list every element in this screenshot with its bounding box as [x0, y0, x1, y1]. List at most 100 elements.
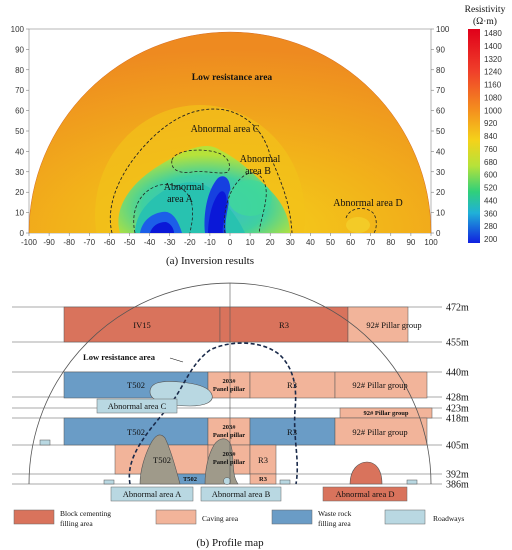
legend-swatch-waste — [271, 509, 313, 525]
profile-low-resistance-contour — [128, 342, 299, 485]
area-c-box — [96, 398, 178, 414]
y-tick-label-left: 50 — [15, 127, 24, 136]
x-tick-label: 30 — [286, 238, 295, 247]
level-label: 428m — [446, 393, 469, 404]
block-203-1 — [207, 371, 251, 399]
low-resistance-label: Low resistance area — [192, 73, 273, 83]
x-tick-label: 60 — [346, 238, 355, 247]
label-pillar-1: 92# Pillar group — [352, 380, 407, 390]
area-b-box — [200, 486, 282, 502]
x-tick-label: 100 — [424, 238, 438, 247]
area-a-label-line2: area A — [167, 194, 194, 205]
x-tick-label: -90 — [43, 238, 55, 247]
profile-area-a-label: Abnormal area A — [123, 489, 182, 499]
colorbar-tick-label: 760 — [484, 145, 498, 154]
roadway-small-bottom-1 — [103, 479, 115, 485]
x-tick-label: 50 — [326, 238, 335, 247]
legend-swatch-caving — [155, 509, 197, 525]
colorbar-ticks: 1480 1400 1320 1240 1160 1080 1000 920 840 760 680… — [484, 29, 502, 244]
y-tick-label-left: 40 — [15, 147, 24, 156]
y-tick-label-left: 80 — [15, 66, 24, 75]
y-tick-label-right: 0 — [436, 229, 441, 238]
level-label: 386m — [446, 480, 469, 491]
colorbar-tick-label: 440 — [484, 196, 498, 205]
x-tick-label: 70 — [366, 238, 375, 247]
label-pillar-small: 92# Pillar group — [364, 410, 409, 417]
area-a-label-line1: Abnormal — [164, 182, 205, 193]
profile-panel: IV15 R3 92# Pillar group T502 203# Panel… — [12, 282, 469, 549]
block-r3-1 — [249, 371, 336, 399]
colorbar-tick-label: 1240 — [484, 68, 502, 77]
colorbar-tick-label: 200 — [484, 235, 498, 244]
colorbar — [468, 29, 480, 243]
contour-area-d — [345, 208, 377, 234]
roadway-small-left — [39, 439, 51, 446]
label-r3-1: R3 — [287, 380, 297, 390]
caption-b: (b) Profile map — [196, 537, 264, 549]
label-t502-2: T502 — [127, 427, 145, 437]
low-resistance-pointer — [169, 357, 184, 363]
label-r3-4: R3 — [259, 476, 268, 483]
colorbar-tick-label: 1320 — [484, 55, 502, 64]
level-label: 472m — [446, 303, 469, 314]
colorbar-tick-label: 1000 — [484, 106, 502, 115]
roadway-small-bottom-2 — [279, 479, 291, 485]
legend-waste-1: Waste rock — [318, 509, 352, 518]
colorbar-unit: (Ω·m) — [473, 16, 497, 27]
colorbar-tick-label: 1080 — [484, 93, 502, 102]
anomaly-d-shape — [349, 461, 383, 485]
contour-area-a — [133, 183, 193, 234]
label-203-3a: 203# — [223, 451, 237, 458]
y-tick-label-right: 80 — [436, 66, 445, 75]
level-label: 423m — [446, 404, 469, 415]
colorbar-tick-label: 680 — [484, 158, 498, 167]
anomaly-a-shape — [139, 434, 181, 485]
x-tick-label: -10 — [204, 238, 216, 247]
profile-area-b-label: Abnormal area B — [212, 489, 271, 499]
x-tick-label: -60 — [104, 238, 116, 247]
x-tick-label: -40 — [144, 238, 156, 247]
colorbar-title: Resistivity — [465, 5, 506, 15]
legend-roadways: Roadways — [433, 514, 464, 523]
label-t502-1: T502 — [127, 380, 145, 390]
label-r3-3: R3 — [258, 455, 268, 465]
level-label: 455m — [446, 338, 469, 349]
area-a-box — [110, 486, 194, 502]
level-label: 392m — [446, 470, 469, 481]
label-203-2b: Panel pillar — [213, 432, 245, 439]
profile-low-resistance-label: Low resistance area — [83, 352, 156, 362]
legend-cementing-1: Block cementing — [60, 509, 111, 518]
x-tick-label: -20 — [184, 238, 196, 247]
colorbar-tick-label: 520 — [484, 184, 498, 193]
roadway-small-bottom-3 — [406, 479, 418, 485]
y-tick-label-left: 0 — [20, 229, 25, 238]
area-b-label-line1: Abnormal — [240, 154, 281, 165]
contour-area-c — [171, 149, 230, 174]
colorbar-tick-label: 1480 — [484, 29, 502, 38]
x-tick-label: -70 — [84, 238, 96, 247]
x-tick-label: -100 — [21, 238, 38, 247]
y-tick-label-right: 40 — [436, 147, 445, 156]
label-t502-4: T502 — [183, 476, 197, 483]
y-tick-label-left: 70 — [15, 86, 24, 95]
x-tick-label: -30 — [164, 238, 176, 247]
y-tick-label-right: 90 — [436, 45, 445, 54]
y-tick-label-right: 10 — [436, 209, 445, 218]
low-resistance-contour — [109, 108, 293, 234]
block-pillar-top — [347, 306, 409, 343]
y-tick-label-left: 20 — [15, 188, 24, 197]
y-tick-label-right: 100 — [436, 25, 450, 34]
block-r3-3 — [249, 444, 277, 475]
x-tick-label: 0 — [228, 238, 233, 247]
x-tick-label: 40 — [306, 238, 315, 247]
colorbar-tick-label: 1160 — [484, 81, 502, 90]
x-tick-label: -80 — [63, 238, 75, 247]
label-203-1b: Panel pillar — [213, 386, 245, 393]
block-pillar-1 — [334, 371, 428, 399]
block-r3-4 — [249, 473, 277, 485]
roadway-circle — [223, 477, 231, 485]
label-203-1a: 203# — [223, 378, 237, 385]
colorbar-tick-label: 280 — [484, 222, 498, 231]
colorbar-tick-label: 920 — [484, 119, 498, 128]
